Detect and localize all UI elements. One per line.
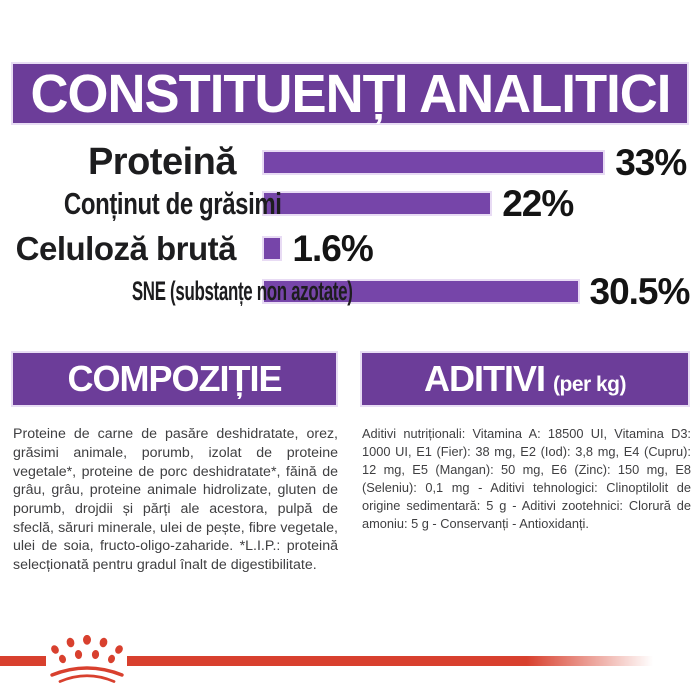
bar-value-nfe: 30.5%	[589, 270, 691, 312]
bar-label-crude-fibre: Celuloză brută	[15, 229, 237, 267]
bar-value-crude-fibre: 1.6%	[292, 227, 373, 269]
additives-body-text: Aditivi nutriționali: Vitamina A: 18500 …	[362, 425, 691, 531]
chart-row-fat: Conținut de grăsimi 22%	[0, 181, 574, 225]
bar-protein	[264, 151, 604, 173]
bar-fat	[264, 192, 491, 214]
bar-label-nfe: SNE (substanțe non azotate)	[131, 275, 353, 306]
bar-nfe	[264, 280, 578, 302]
royal-canin-crown-logo	[50, 635, 124, 683]
analytical-constituents-header: CONSTITUENȚI ANALITICI	[13, 64, 687, 123]
chart-row-protein: Proteină 33%	[0, 140, 687, 184]
bar-crude-fibre	[264, 237, 281, 259]
bar-label-protein: Proteină	[87, 141, 237, 183]
bar-value-fat: 22%	[502, 182, 574, 224]
composition-header: COMPOZIȚIE	[13, 353, 336, 405]
bar-label-fat: Conținut de grăsimi	[63, 185, 282, 221]
additives-header: ADITIVI (per kg)	[362, 353, 688, 405]
bar-value-protein: 33%	[615, 141, 687, 183]
composition-body-text: Proteine de carne de pasăre deshidratate…	[13, 426, 338, 574]
brand-line-left	[0, 656, 46, 666]
additives-title-suffix: (per kg)	[553, 373, 627, 396]
brand-line-right	[127, 656, 653, 666]
analytical-constituents-title: CONSTITUENȚI ANALITICI	[30, 63, 671, 124]
additives-title: ADITIVI	[423, 358, 546, 399]
chart-row-nfe: SNE (substanțe non azotate) 30.5%	[0, 269, 691, 313]
chart-row-crude-fibre: Celuloză brută 1.6%	[0, 226, 374, 270]
composition-title: COMPOZIȚIE	[67, 358, 283, 399]
